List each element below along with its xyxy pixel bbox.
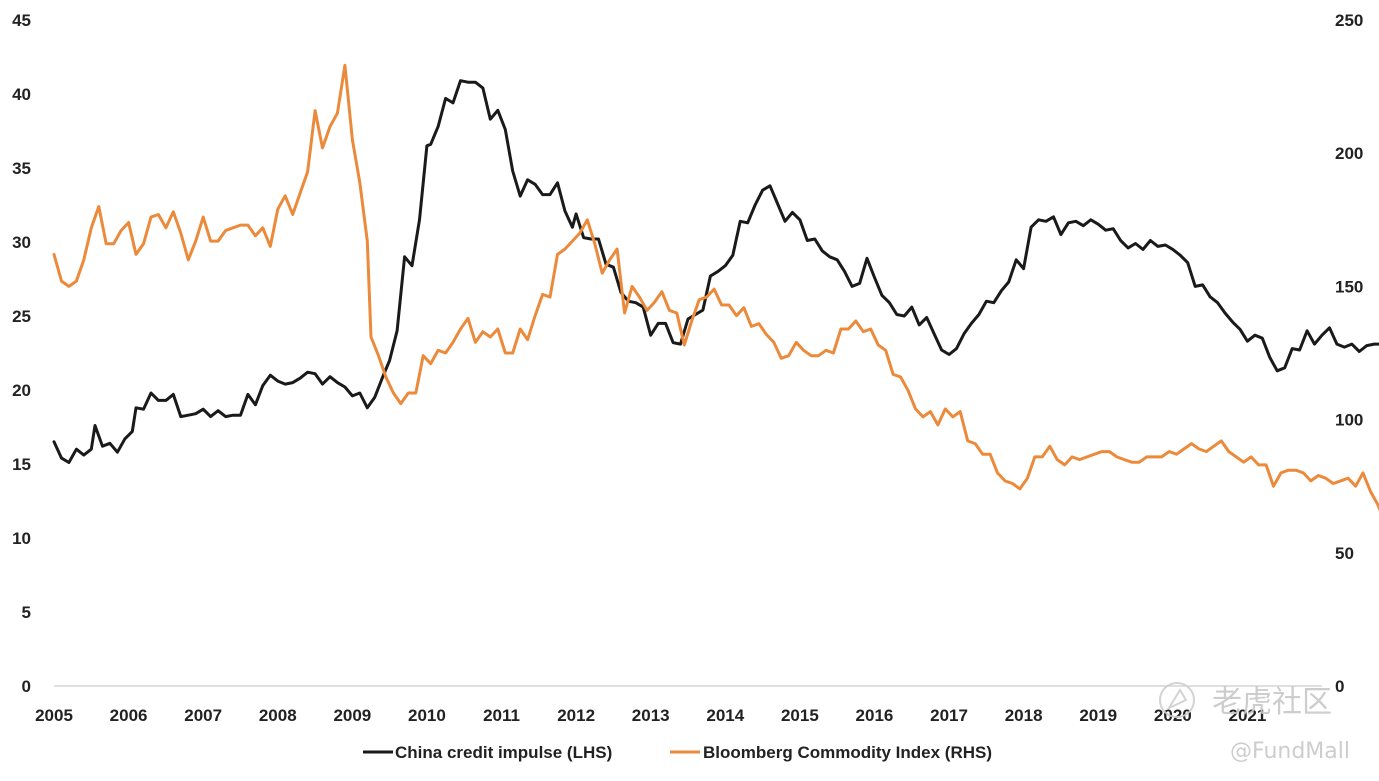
x-tick-label: 2019: [1079, 706, 1117, 725]
y-left-tick-label: 35: [12, 159, 31, 178]
x-tick-label: 2009: [333, 706, 371, 725]
x-tick-label: 2011: [483, 706, 520, 725]
x-tick-label: 2014: [706, 706, 744, 725]
y-left-tick-label: 20: [12, 381, 31, 400]
y-left-tick-label: 30: [12, 233, 31, 252]
legend-label-bloomberg-commodity-index: Bloomberg Commodity Index (RHS): [703, 743, 992, 762]
y-right-tick-label: 50: [1335, 544, 1354, 563]
x-tick-label: 2013: [632, 706, 670, 725]
watermark: 老虎社区 @FundMall: [1159, 682, 1350, 764]
watermark-logo-icon: [1159, 682, 1195, 718]
y-right-tick-label: 200: [1335, 144, 1363, 163]
y-right-tick-label: 100: [1335, 411, 1363, 430]
x-tick-label: 2005: [35, 706, 73, 725]
x-tick-label: 2008: [259, 706, 297, 725]
y-right-tick-label: 0: [1335, 677, 1344, 696]
x-tick-label: 2017: [930, 706, 968, 725]
y-left-tick-label: 40: [12, 85, 31, 104]
y-axis-right-ticks: 0 50 100 150 200 250: [1335, 11, 1363, 696]
y-left-tick-label: 0: [22, 677, 31, 696]
legend-label-china-credit-impulse: China credit impulse (LHS): [395, 743, 612, 762]
x-tick-label: 2010: [408, 706, 446, 725]
x-tick-label: 2007: [184, 706, 222, 725]
series-group: [52, 63, 1379, 512]
x-tick-label: 2015: [781, 706, 819, 725]
x-axis-ticks: 2005 2006 2007 2008 2009 2010 2011 2012 2013 2014…: [35, 706, 1266, 725]
x-tick-label: 2012: [557, 706, 595, 725]
y-right-tick-label: 150: [1335, 277, 1363, 296]
watermark-handle-text: @FundMall: [1230, 739, 1350, 764]
y-left-tick-label: 25: [12, 307, 31, 326]
x-tick-label: 2018: [1005, 706, 1043, 725]
x-tick-label: 2016: [856, 706, 894, 725]
y-right-tick-label: 250: [1335, 11, 1363, 30]
y-left-tick-label: 15: [12, 455, 31, 474]
y-left-tick-label: 45: [12, 11, 31, 30]
legend: China credit impulse (LHS) Bloomberg Com…: [363, 743, 992, 762]
y-left-tick-label: 10: [12, 529, 31, 548]
series-line-bloomberg-commodity-index: [52, 63, 1379, 512]
x-tick-label: 2006: [110, 706, 148, 725]
y-axis-left-ticks: 0 5 10 15 20 25 30 35 40 45: [12, 11, 31, 696]
series-line-china-credit-impulse: [52, 79, 1379, 464]
y-left-tick-label: 5: [22, 603, 31, 622]
x-tick-label: 2021: [1228, 706, 1266, 725]
watermark-site-text: 老虎社区: [1212, 685, 1332, 720]
